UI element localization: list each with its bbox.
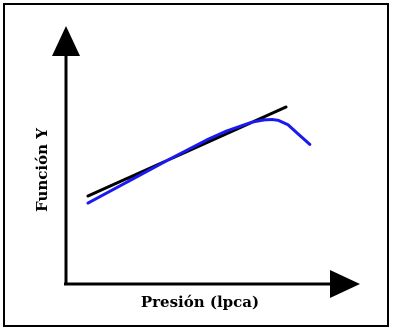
x-axis-arrowhead bbox=[330, 270, 360, 298]
series-measured-curve bbox=[86, 118, 312, 205]
y-axis-label: Función Y bbox=[33, 128, 51, 212]
x-axis-label: Presión (lpca) bbox=[141, 293, 259, 311]
y-axis-arrowhead bbox=[52, 26, 80, 56]
series-layer bbox=[86, 105, 312, 205]
chart-frame bbox=[3, 3, 389, 327]
